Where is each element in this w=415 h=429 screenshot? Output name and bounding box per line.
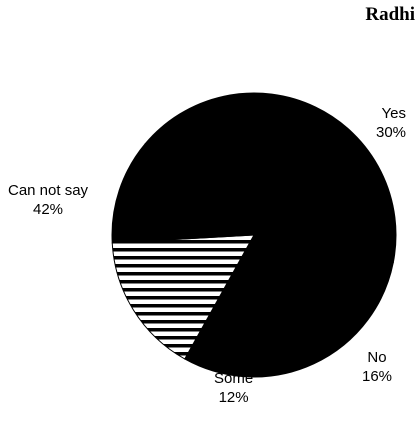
slice-name-can-not-say: Can not say [8, 182, 89, 199]
pie-slices [111, 92, 397, 378]
slice-label-yes: Yes 30% [376, 104, 406, 142]
slice-value-no: 16% [362, 368, 393, 385]
pie-slice-can-not-say [144, 92, 397, 264]
slice-label-can-not-say: Can not say 42% [8, 181, 88, 219]
slice-label-no: No 16% [362, 348, 392, 386]
slice-name-yes: Yes [381, 105, 407, 122]
slice-value-can-not-say: 42% [33, 201, 64, 218]
slice-name-some: Some [214, 370, 254, 387]
pie-slice-yes [184, 234, 394, 378]
chart-title: Radhi [365, 4, 415, 25]
pie-slice-no [111, 234, 255, 360]
slice-value-some: 12% [218, 389, 249, 406]
slice-label-some: Some 12% [214, 369, 253, 407]
slice-value-yes: 30% [376, 124, 407, 141]
slice-name-no: No [367, 349, 387, 366]
pie-slice-some [111, 143, 256, 244]
